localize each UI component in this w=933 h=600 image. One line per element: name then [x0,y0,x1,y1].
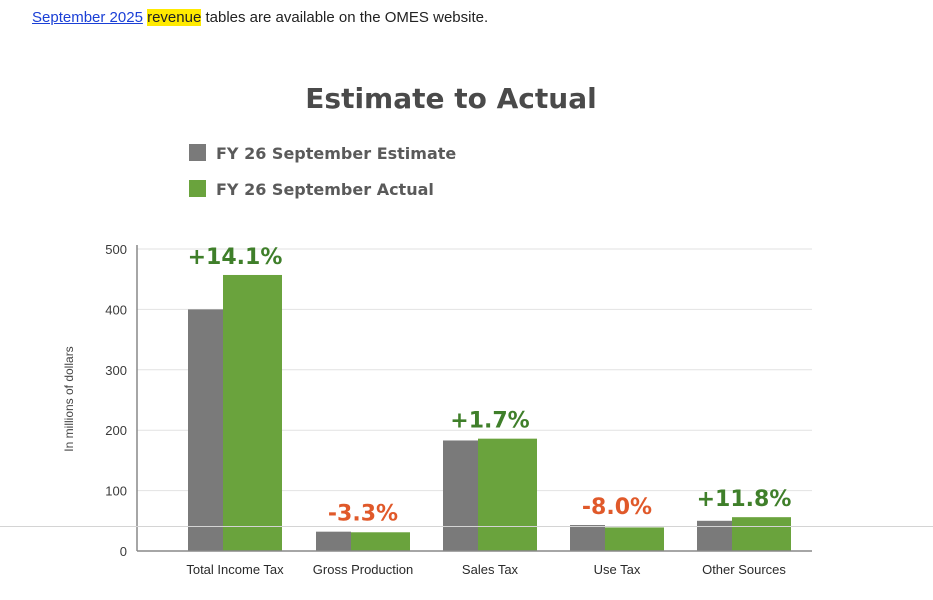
bar-actual-1 [351,532,410,551]
percent-label-4: +11.8% [697,487,792,512]
divider-line [0,526,933,527]
y-tick-200: 200 [105,423,127,438]
intro-rest-text: tables are available on the OMES website… [201,9,489,26]
september-2025-link[interactable]: September 2025 [32,9,143,26]
axes [136,245,812,552]
bar-actual-4 [732,517,791,551]
y-tick-0: 0 [120,544,127,559]
y-tick-400: 400 [105,302,127,317]
percent-annotations: +14.1% -3.3% +1.7% -8.0% +11.8% [188,245,792,527]
x-category-label-0: Total Income Tax [186,562,284,577]
bar-actual-3 [605,527,664,551]
bar-estimate-2 [443,440,478,551]
highlighted-revenue-text: revenue [147,9,202,26]
y-tick-100: 100 [105,484,127,499]
percent-label-3: -8.0% [582,495,652,520]
category-labels: Total Income Tax Gross Production Sales Ta… [186,562,786,577]
bar-estimate-0 [188,309,223,551]
bar-estimate-3 [570,525,605,551]
legend-swatch-actual [189,180,206,197]
legend: FY 26 September Estimate FY 26 September… [189,144,456,199]
intro-text: September 2025 revenue tables are availa… [32,9,488,26]
percent-label-0: +14.1% [188,245,283,270]
y-axis-ticks: 0 100 200 300 400 500 [105,242,127,559]
percent-label-2: +1.7% [450,409,529,434]
legend-label-estimate: FY 26 September Estimate [216,144,456,163]
percent-label-1: -3.3% [328,502,398,527]
legend-label-actual: FY 26 September Actual [216,180,434,199]
bar-estimate-4 [697,520,732,551]
x-category-label-4: Other Sources [702,562,786,577]
x-category-label-2: Sales Tax [462,562,519,577]
bar-actual-2 [478,438,537,551]
chart-title: Estimate to Actual [305,82,596,115]
x-category-label-1: Gross Production [313,562,413,577]
y-axis-label: In millions of dollars [62,346,76,451]
y-tick-300: 300 [105,363,127,378]
y-tick-500: 500 [105,242,127,257]
legend-swatch-estimate [189,144,206,161]
x-category-label-3: Use Tax [594,562,641,577]
bars [188,274,791,551]
bar-estimate-1 [316,531,351,551]
bar-actual-0 [223,274,282,551]
